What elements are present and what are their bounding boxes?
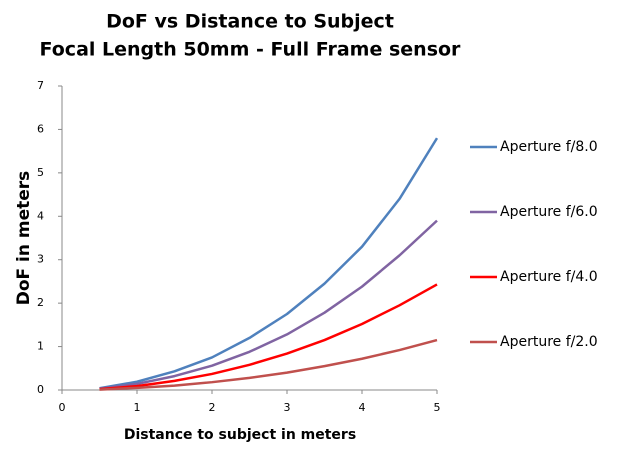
x-tick-label: 5 bbox=[434, 401, 441, 414]
y-axis-label: DoF in meters bbox=[14, 171, 34, 306]
series-line bbox=[99, 137, 439, 390]
series-line bbox=[99, 283, 438, 391]
y-tick-label: 3 bbox=[37, 253, 44, 266]
x-tick-label: 4 bbox=[359, 401, 366, 414]
y-tick-label: 7 bbox=[37, 79, 44, 92]
y-tick-label: 2 bbox=[37, 296, 44, 309]
x-tick-label: 3 bbox=[284, 401, 291, 414]
x-tick-label: 0 bbox=[59, 401, 66, 414]
chart-subtitle: Focal Length 50mm - Full Frame sensor bbox=[40, 39, 462, 61]
legend-label: Aperture f/2.0 bbox=[500, 334, 598, 350]
series-line bbox=[99, 219, 438, 390]
y-tick-label: 0 bbox=[37, 383, 44, 396]
y-tick-label: 6 bbox=[37, 122, 44, 135]
chart-title: DoF vs Distance to Subject bbox=[106, 11, 394, 33]
legend-label: Aperture f/8.0 bbox=[500, 139, 598, 155]
y-tick-label: 4 bbox=[37, 209, 44, 222]
legend-label: Aperture f/6.0 bbox=[500, 204, 598, 220]
series-line bbox=[99, 338, 438, 391]
y-tick-label: 5 bbox=[37, 166, 44, 179]
x-tick-label: 1 bbox=[134, 401, 141, 414]
x-axis-label: Distance to subject in meters bbox=[124, 427, 356, 443]
legend-label: Aperture f/4.0 bbox=[500, 269, 598, 285]
y-tick-label: 1 bbox=[37, 340, 44, 353]
x-tick-label: 2 bbox=[209, 401, 216, 414]
